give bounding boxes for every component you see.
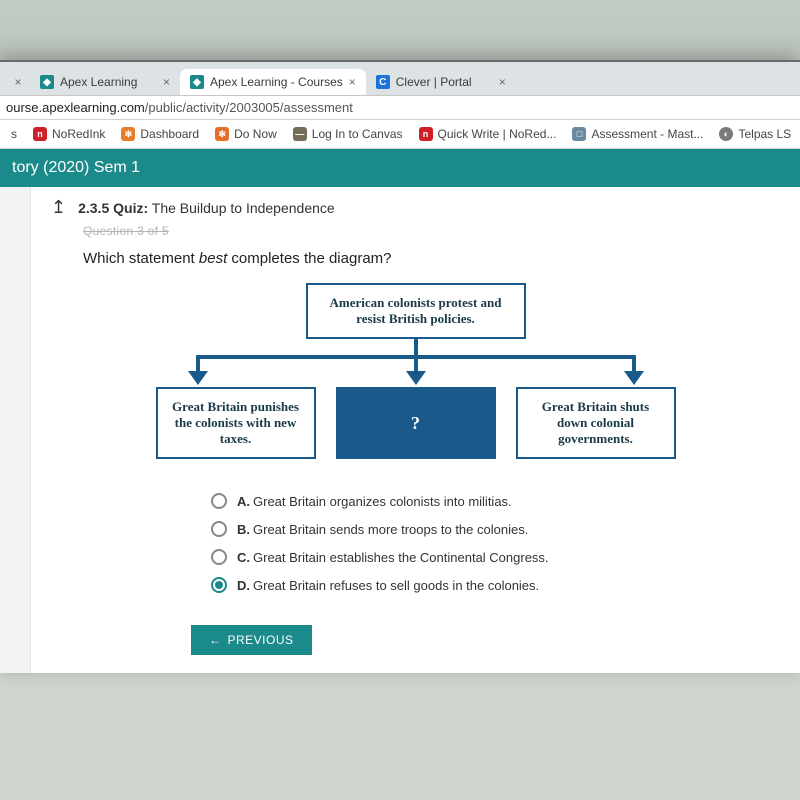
url-path: /public/activity/2003005/assessment xyxy=(145,100,353,115)
tab-label: Apex Learning xyxy=(60,75,137,89)
diagram-box-top: American colonists protest and resist Br… xyxy=(306,283,526,339)
diagram-row: Great Britain punishes the colonists wit… xyxy=(156,387,676,459)
bookmark-item[interactable]: s xyxy=(4,124,24,144)
donow-icon: ✻ xyxy=(215,127,229,141)
bookmark-item[interactable]: nNoRedInk xyxy=(26,124,112,144)
quiz-footer: ← PREVIOUS xyxy=(31,617,800,673)
dashboard-icon: ✻ xyxy=(121,127,135,141)
quiz-panel: ↥ 2.3.5 Quiz: The Buildup to Independenc… xyxy=(30,187,800,673)
tab-strip: × ◆ Apex Learning × ◆ Apex Learning - Co… xyxy=(0,62,800,96)
close-icon[interactable]: × xyxy=(349,75,356,89)
radio-icon[interactable] xyxy=(211,549,227,565)
course-header: tory (2020) Sem 1 xyxy=(0,149,800,187)
radio-icon[interactable] xyxy=(211,577,227,593)
apex-favicon-icon: ◆ xyxy=(40,75,54,89)
bookmarks-bar: s nNoRedInk ✻Dashboard ✻Do Now —Log In t… xyxy=(0,120,800,149)
browser-window: × ◆ Apex Learning × ◆ Apex Learning - Co… xyxy=(0,60,800,673)
previous-button[interactable]: ← PREVIOUS xyxy=(191,625,312,655)
content-area: ↥ 2.3.5 Quiz: The Buildup to Independenc… xyxy=(0,187,800,673)
close-icon[interactable]: × xyxy=(15,75,22,89)
url-host: ourse.apexlearning.com xyxy=(6,100,145,115)
bookmark-item[interactable]: ✻Dashboard xyxy=(114,124,206,144)
radio-icon[interactable] xyxy=(211,521,227,537)
back-arrow-icon[interactable]: ↥ xyxy=(51,197,66,218)
tab-label: Apex Learning - Courses xyxy=(210,75,343,89)
quiz-header: ↥ 2.3.5 Quiz: The Buildup to Independenc… xyxy=(31,187,800,224)
clever-favicon-icon: C xyxy=(376,75,390,89)
browser-tab-clever[interactable]: C Clever | Portal × xyxy=(366,69,516,95)
diagram: American colonists protest and resist Br… xyxy=(156,283,676,459)
diagram-box-right: Great Britain shuts down colonial govern… xyxy=(516,387,676,459)
apex-favicon-icon: ◆ xyxy=(190,75,204,89)
choice-a[interactable]: A.Great Britain organizes colonists into… xyxy=(211,487,800,515)
canvas-icon: — xyxy=(293,127,307,141)
telpas-icon: ◐ xyxy=(719,127,733,141)
address-bar[interactable]: ourse.apexlearning.com/public/activity/2… xyxy=(0,96,800,120)
diagram-connector xyxy=(156,337,676,387)
browser-tab-apex-1[interactable]: ◆ Apex Learning × xyxy=(30,69,180,95)
diagram-box-left: Great Britain punishes the colonists wit… xyxy=(156,387,316,459)
choice-c[interactable]: C.Great Britain establishes the Continen… xyxy=(211,543,800,571)
bookmark-item[interactable]: □Assessment - Mast... xyxy=(565,124,710,144)
quiz-title-line: 2.3.5 Quiz: The Buildup to Independence xyxy=(78,200,335,216)
previous-label: PREVIOUS xyxy=(228,633,294,647)
arrow-left-icon: ← xyxy=(209,633,222,647)
tab-label: Clever | Portal xyxy=(396,75,472,89)
choice-b[interactable]: B.Great Britain sends more troops to the… xyxy=(211,515,800,543)
choice-d[interactable]: D.Great Britain refuses to sell goods in… xyxy=(211,571,800,599)
radio-icon[interactable] xyxy=(211,493,227,509)
question-text: Which statement best completes the diagr… xyxy=(31,244,800,283)
question-count: Question 3 of 5 xyxy=(31,224,800,244)
close-icon[interactable]: × xyxy=(163,75,170,89)
course-title: tory (2020) Sem 1 xyxy=(12,159,140,176)
browser-tab-apex-courses[interactable]: ◆ Apex Learning - Courses × xyxy=(180,69,366,95)
answer-choices: A.Great Britain organizes colonists into… xyxy=(31,479,800,617)
noredink-icon: n xyxy=(33,127,47,141)
assessment-icon: □ xyxy=(572,127,586,141)
close-icon[interactable]: × xyxy=(499,75,506,89)
browser-tab-close-left[interactable]: × xyxy=(6,69,30,95)
bookmark-item[interactable]: —Log In to Canvas xyxy=(286,124,410,144)
quickwrite-icon: n xyxy=(419,127,433,141)
bookmark-item[interactable]: ✻Do Now xyxy=(208,124,284,144)
diagram-box-mid: ? xyxy=(336,387,496,459)
bookmark-item[interactable]: ◐Telpas LS xyxy=(712,124,798,144)
bookmark-item[interactable]: nQuick Write | NoRed... xyxy=(412,124,564,144)
